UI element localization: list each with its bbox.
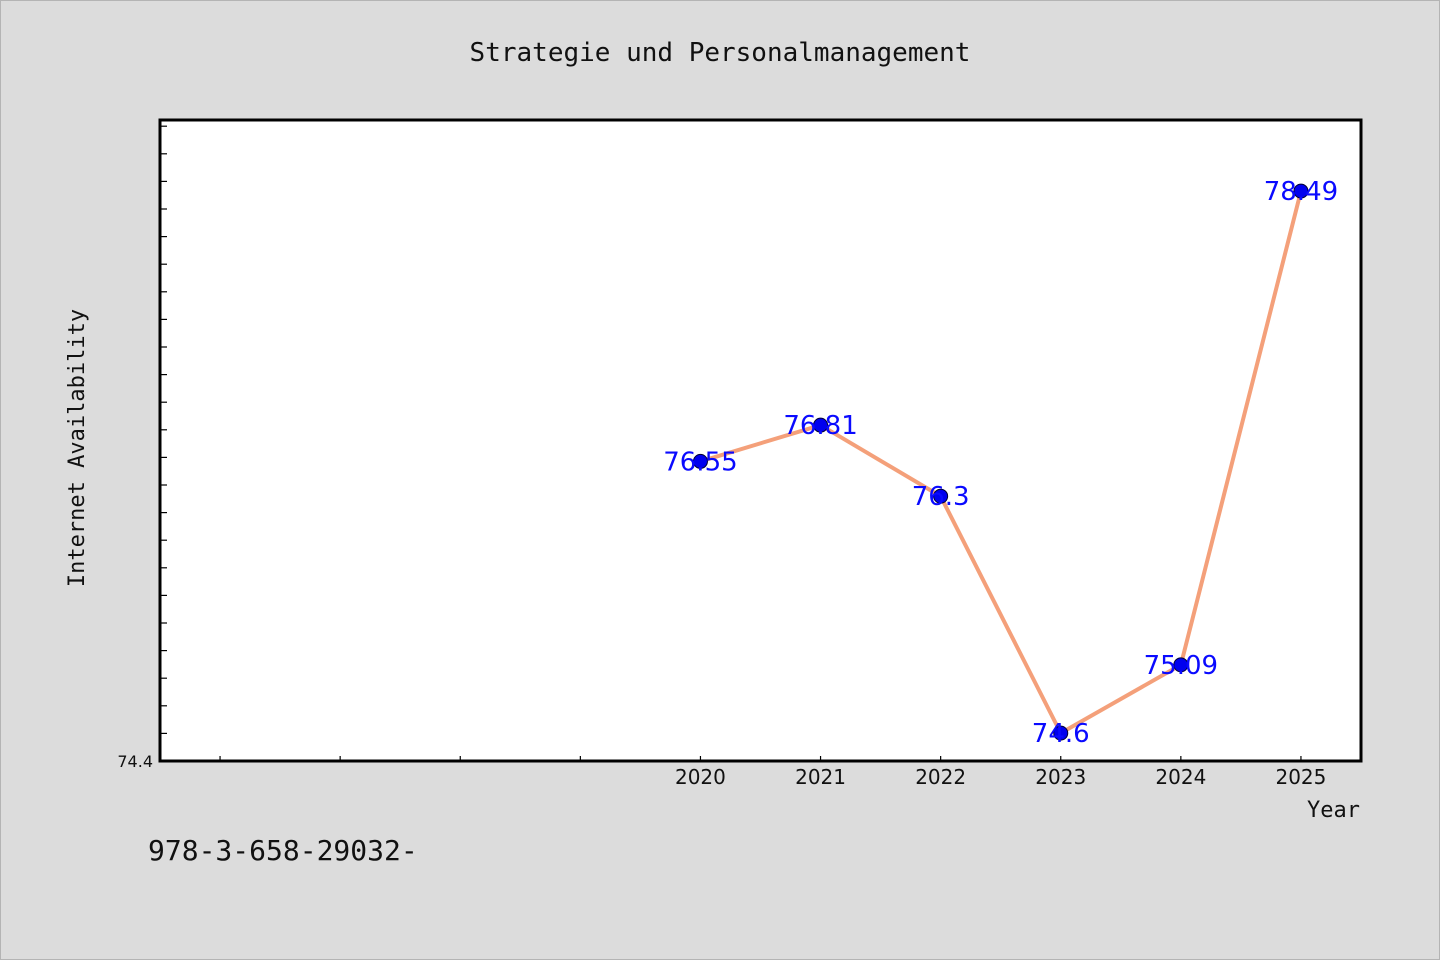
data-point [1293,183,1309,199]
x-tick-label: 2021 [795,765,846,789]
data-point [1053,725,1069,741]
x-axis-ticks: 2020 2021 2022 2023 2024 2025 [219,756,1326,789]
data-label: 76.55 [663,447,737,477]
x-tick-label: 2022 [915,765,966,789]
y-axis-ticks: 74.4 [117,125,167,771]
footer-note: 978-3-658-29032- [148,834,418,867]
x-tick-label: 2024 [1155,765,1206,789]
x-tick-label: 2023 [1035,765,1086,789]
series-line [699,190,1303,736]
data-label: 75.09 [1144,651,1218,681]
x-axis-label: Year [1307,798,1360,823]
data-point [692,453,708,469]
data-point [1173,657,1189,673]
plot-area [158,118,1363,763]
data-point [933,488,949,504]
data-label: 76.3 [912,482,970,512]
x-tick-label: 2020 [675,765,726,789]
data-point [813,417,829,433]
data-label: 78.49 [1264,177,1338,207]
x-tick-label: 2025 [1275,765,1326,789]
data-label: 74.6 [1032,719,1090,749]
data-label: 76.81 [783,411,857,441]
chart-title: Strategie und Personalmanagement [470,38,971,68]
y-tick-label: 74.4 [117,752,153,771]
series-line-group: 76.55 76.81 76.3 74.6 75.09 78.49 [663,177,1338,749]
y-axis-label: Internet Availability [65,309,90,587]
